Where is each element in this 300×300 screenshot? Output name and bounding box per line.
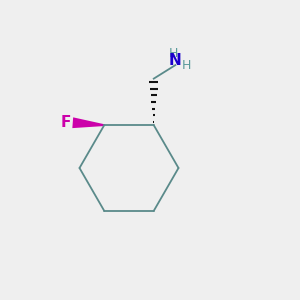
Text: H: H <box>168 46 178 60</box>
Text: F: F <box>61 115 71 130</box>
Polygon shape <box>72 117 104 128</box>
Text: H: H <box>182 58 191 72</box>
Text: N: N <box>169 53 182 68</box>
